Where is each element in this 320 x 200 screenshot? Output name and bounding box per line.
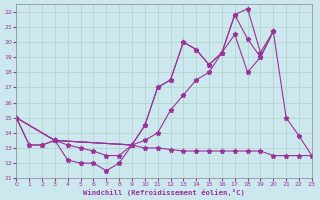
X-axis label: Windchill (Refroidissement éolien,°C): Windchill (Refroidissement éolien,°C) — [83, 189, 245, 196]
